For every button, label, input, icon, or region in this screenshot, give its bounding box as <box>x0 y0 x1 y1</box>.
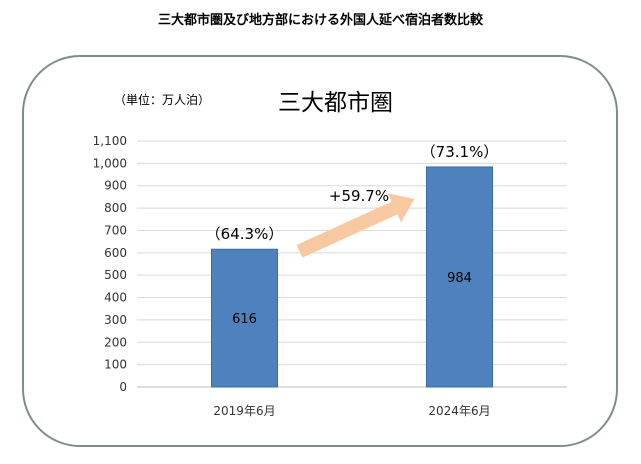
y-tick-label: 800 <box>104 201 127 215</box>
y-tick-label: 100 <box>104 358 127 372</box>
y-tick-label: 600 <box>104 246 127 260</box>
x-tick-label: 2024年6月 <box>428 404 490 418</box>
x-axis-ticks: 2019年6月 2024年6月 <box>213 404 490 418</box>
bar <box>211 248 278 388</box>
bar-value-label: 616 <box>232 312 257 327</box>
growth-arrow: +59.7% <box>296 187 415 258</box>
y-tick-label: 400 <box>104 291 127 305</box>
growth-arrow-shape <box>296 193 415 258</box>
y-tick-label: 900 <box>104 179 127 193</box>
y-tick-label: 0 <box>119 380 127 394</box>
y-tick-label: 300 <box>104 313 127 327</box>
x-tick-label: 2019年6月 <box>213 404 275 418</box>
y-axis-ticks: 0 100 200 300 400 500 600 700 800 900 1,000 1,100 <box>93 134 127 394</box>
y-tick-label: 1,100 <box>93 134 127 148</box>
y-tick-label: 200 <box>104 335 127 349</box>
y-tick-label: 500 <box>104 268 127 282</box>
bars: 616 （64.3%） 984 （73.1%） <box>206 143 499 388</box>
growth-label: +59.7% <box>329 187 389 205</box>
chart-frame <box>22 55 618 447</box>
share-label: （73.1%） <box>421 143 499 161</box>
chart-title: 三大都市圏 <box>278 90 393 116</box>
unit-label: （単位：万人泊） <box>114 93 211 107</box>
grid-lines <box>137 140 567 388</box>
page-title: 三大都市圏及び地方部における外国人延べ宿泊者数比較 <box>157 13 483 28</box>
bar <box>426 166 493 388</box>
share-label: （64.3%） <box>206 225 284 243</box>
bar-value-label: 984 <box>447 271 472 286</box>
y-tick-label: 1,000 <box>93 156 127 170</box>
y-tick-label: 700 <box>104 223 127 237</box>
